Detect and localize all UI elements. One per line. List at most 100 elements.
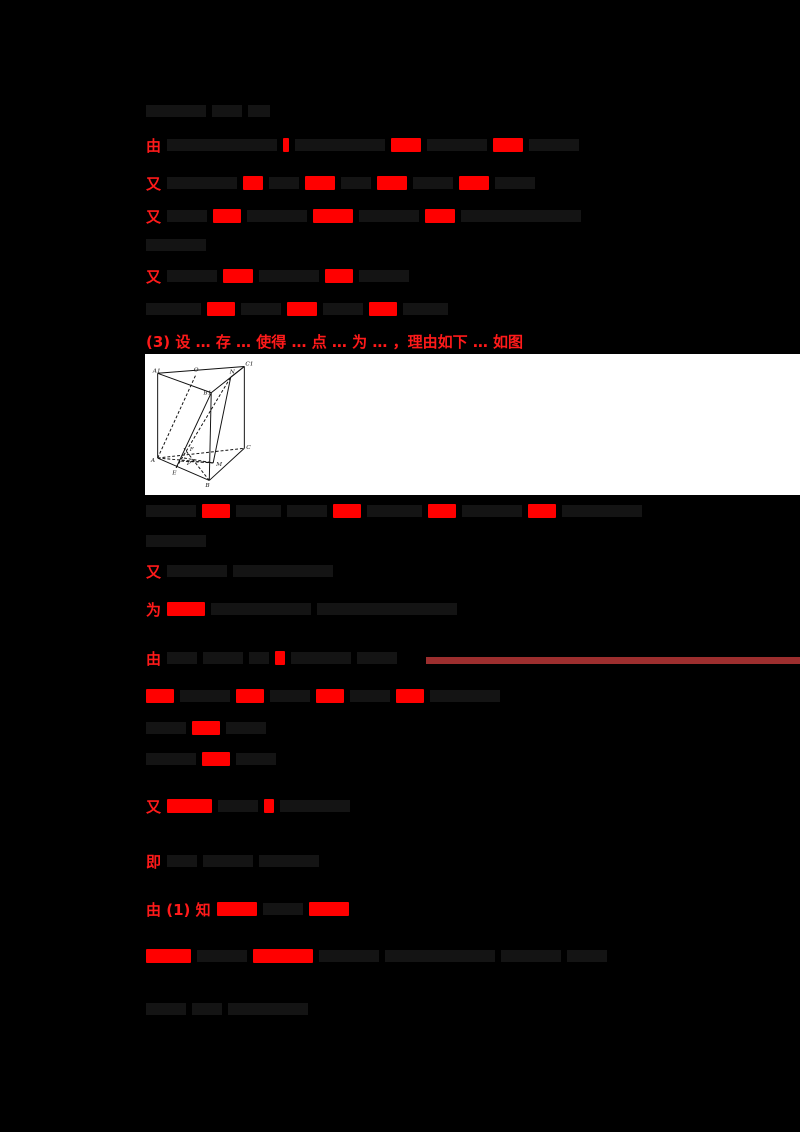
text-block [167, 565, 228, 577]
text-block [430, 690, 500, 702]
text-line: 由 [146, 647, 398, 669]
text-line: 即 [146, 850, 320, 872]
text-block [146, 505, 196, 517]
text-line [146, 530, 206, 552]
text-block [212, 105, 242, 117]
svg-text:O: O [194, 367, 199, 373]
text-block [462, 505, 522, 517]
svg-text:A: A [150, 458, 155, 464]
text-line: 由 (1) 知 [146, 898, 349, 920]
red-rule [426, 657, 800, 664]
highlight-block [391, 138, 422, 152]
text-block [218, 800, 259, 812]
text-block [226, 722, 266, 734]
svg-text:M: M [215, 462, 223, 468]
highlight-block [396, 689, 424, 703]
highlight-block [167, 602, 206, 616]
text-block [180, 690, 230, 702]
text-line [146, 100, 270, 122]
highlight-block [146, 689, 174, 703]
highlight-block [493, 138, 524, 152]
prism-figure: A1 O N C1 B1 C A E P M B F [150, 362, 254, 490]
svg-text:C: C [246, 445, 251, 451]
text-block [357, 652, 398, 664]
highlight-block [333, 504, 361, 518]
line-label: 又 [146, 797, 162, 816]
text-block [167, 652, 198, 664]
line-label: 由 [146, 136, 162, 155]
text-block [146, 722, 186, 734]
text-block [146, 105, 206, 117]
highlight-block [287, 302, 317, 316]
text-line [146, 685, 500, 707]
highlight-block [146, 949, 191, 963]
text-block [287, 505, 327, 517]
text-line: 由 [146, 134, 580, 156]
text-block [270, 690, 310, 702]
highlight-block [213, 209, 242, 223]
line-label: 又 [146, 207, 162, 226]
text-line: 又 [146, 560, 334, 582]
text-block [203, 652, 244, 664]
text-block [228, 1003, 308, 1015]
highlight-block [207, 302, 235, 316]
text-block [167, 139, 278, 151]
part-3-heading-text: (3) 设 … 存 … 使得 … 点 … 为 … ，理由如下 … 如图 [146, 332, 524, 351]
text-block [146, 535, 206, 547]
text-block [295, 139, 386, 151]
highlight-block [313, 209, 354, 223]
text-line: 又 [146, 265, 410, 287]
text-line [146, 234, 206, 256]
text-block [317, 603, 458, 615]
vertex-label: A1 [152, 368, 161, 374]
text-block [350, 690, 390, 702]
svg-text:E: E [171, 471, 177, 477]
text-block [367, 505, 422, 517]
text-block [233, 565, 334, 577]
text-block [211, 603, 312, 615]
svg-text:C1: C1 [245, 362, 253, 368]
text-block [236, 753, 276, 765]
text-block [413, 177, 454, 189]
text-block [529, 139, 580, 151]
text-block [495, 177, 536, 189]
text-block [562, 505, 642, 517]
text-block [259, 270, 320, 282]
text-line [146, 748, 276, 770]
text-block [167, 270, 218, 282]
highlight-block [202, 752, 230, 766]
text-block [280, 800, 351, 812]
text-block [192, 1003, 222, 1015]
line-label: 为 [146, 600, 162, 619]
highlight-block [369, 302, 397, 316]
svg-text:B: B [204, 483, 210, 489]
highlight-block [216, 902, 257, 916]
text-block [259, 855, 320, 867]
highlight-block [308, 902, 349, 916]
line-label: 又 [146, 267, 162, 286]
highlight-block [528, 504, 556, 518]
text-block [403, 303, 448, 315]
text-block [249, 652, 270, 664]
text-block [247, 210, 308, 222]
highlight-block [275, 651, 286, 665]
line-label: 由 [146, 649, 162, 668]
highlight-block [459, 176, 490, 190]
highlight-block [305, 176, 336, 190]
text-line [146, 998, 308, 1020]
svg-text:B1: B1 [202, 391, 211, 397]
text-block [146, 303, 201, 315]
text-block [319, 950, 379, 962]
text-block [291, 652, 352, 664]
text-block [248, 105, 270, 117]
text-block [241, 303, 281, 315]
text-block [323, 303, 363, 315]
text-block [269, 177, 300, 189]
highlight-block [243, 176, 264, 190]
text-block [167, 855, 198, 867]
text-line [146, 298, 448, 320]
text-block [359, 210, 420, 222]
text-block [385, 950, 495, 962]
highlight-block [264, 799, 275, 813]
highlight-block [223, 269, 254, 283]
